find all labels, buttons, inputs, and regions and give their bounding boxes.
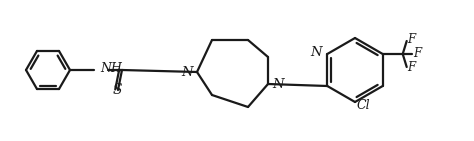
Text: N: N	[272, 78, 283, 91]
Text: N: N	[310, 46, 322, 59]
Text: F: F	[413, 48, 421, 60]
Text: F: F	[407, 61, 415, 74]
Text: S: S	[112, 83, 122, 97]
Text: N: N	[182, 66, 193, 79]
Text: NH: NH	[100, 62, 122, 75]
Text: Cl: Cl	[357, 99, 371, 112]
Text: F: F	[407, 34, 415, 47]
